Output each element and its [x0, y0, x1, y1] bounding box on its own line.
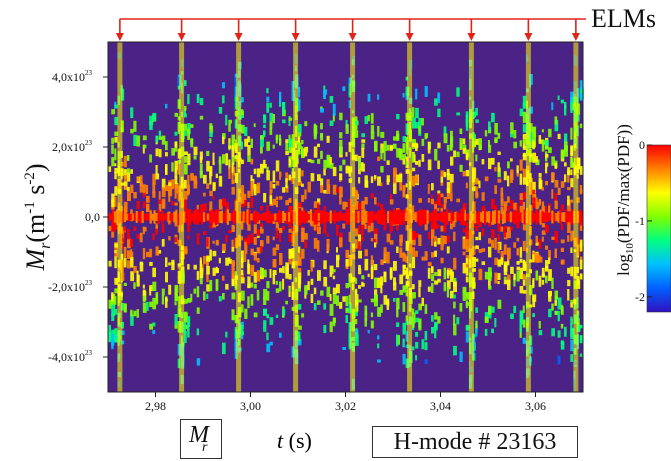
colorbar-scale	[646, 144, 671, 313]
colorbar-tick-label: 0	[639, 138, 645, 152]
y-tick-label: -4,0x1023	[48, 349, 93, 364]
x-tick-label: 3,04	[430, 399, 451, 413]
x-tick-label: 3,00	[240, 399, 261, 413]
elm-label: ELMs	[591, 4, 656, 33]
colorbar-tick-label: -2	[635, 290, 645, 304]
elm-streak	[573, 42, 579, 392]
elm-streak	[468, 42, 474, 392]
elm-streaks	[117, 42, 579, 392]
elm-arrowhead	[467, 33, 476, 41]
elm-streak	[117, 42, 123, 392]
elm-arrowhead	[571, 33, 580, 41]
plot-area	[107, 41, 584, 393]
elm-streak	[350, 42, 356, 392]
elm-arrowhead	[115, 33, 124, 41]
pdf-core	[108, 209, 584, 225]
y-axis-label: Mr(m-1 s-2)	[21, 163, 54, 271]
elm-arrowhead	[348, 33, 357, 41]
elm-arrowhead	[291, 33, 300, 41]
elm-arrowhead	[177, 33, 186, 41]
x-axis: 2,98 3,00 3,02 3,04 3,06	[145, 392, 546, 413]
elm-streak	[236, 42, 242, 392]
colorbar-label: log10(PDF/max(PDF))	[614, 124, 636, 276]
y-tick-label: 2,0x1023	[52, 139, 93, 154]
elm-arrowhead	[234, 33, 243, 41]
x-tick-label: 3,06	[525, 399, 546, 413]
y-tick-label: -2,0x1023	[48, 279, 93, 294]
y-tick-label: 4,0x1023	[52, 69, 93, 84]
colorbar-tick-label: -1	[635, 214, 645, 228]
elm-markers	[115, 18, 586, 41]
elm-streak	[293, 42, 299, 392]
x-tick-label: 2,98	[145, 399, 166, 413]
elm-arrowhead	[405, 33, 414, 41]
elm-streak	[179, 42, 185, 392]
x-tick-label: 3,02	[335, 399, 356, 413]
y-axis: 4,0x1023 2,0x1023 0,0 -2,0x1023 -4,0x1023	[48, 69, 108, 364]
y-tick-label: 0,0	[85, 210, 100, 224]
elm-streak	[407, 42, 413, 392]
colorbar: 0 -1 -2	[635, 138, 671, 313]
elm-arrowhead	[524, 33, 533, 41]
x-axis-label: t (s)	[277, 428, 312, 453]
shot-label: H-mode # 23163	[372, 426, 578, 458]
elm-streak	[525, 42, 531, 392]
